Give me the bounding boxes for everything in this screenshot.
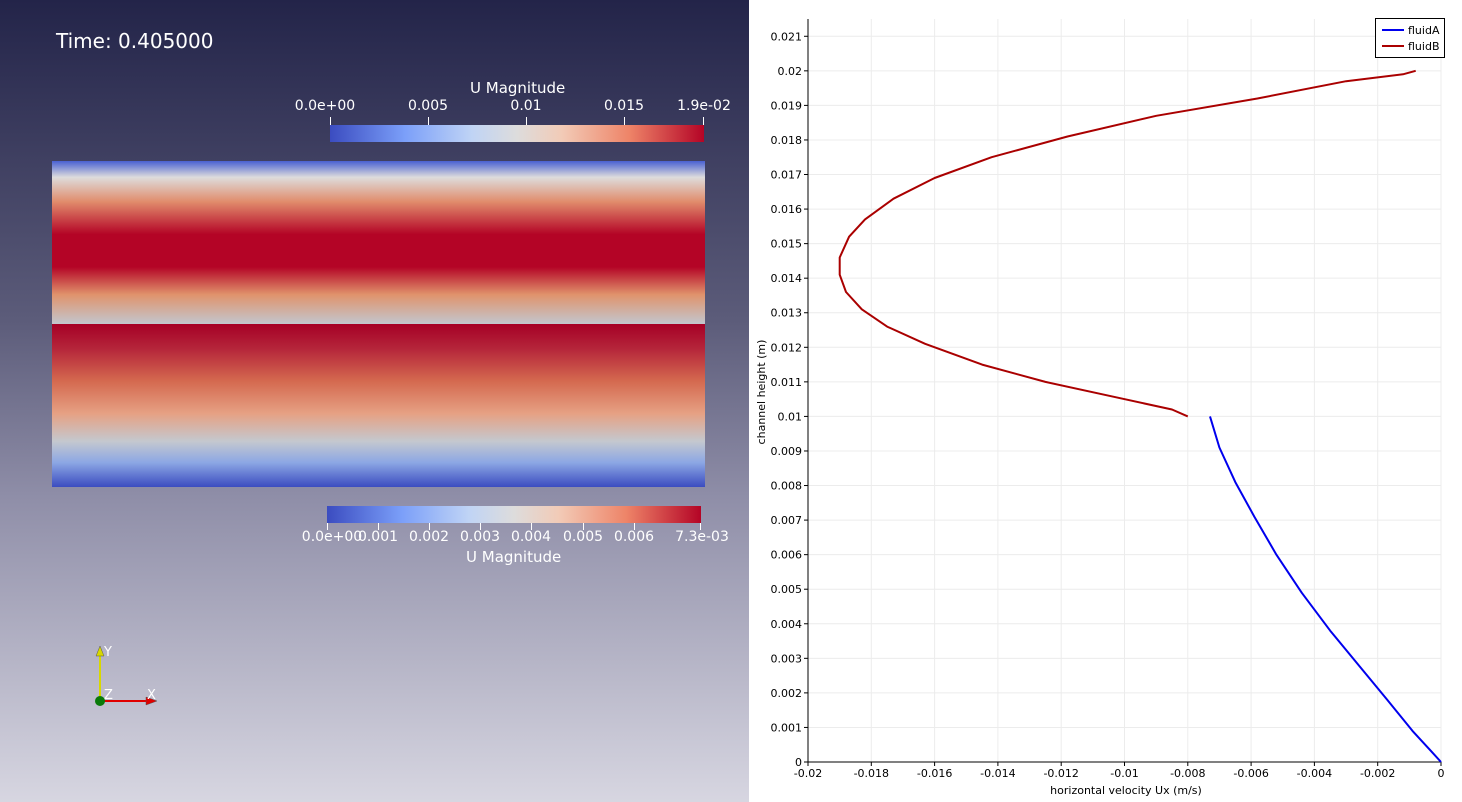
y-tick-label: 0.015 (771, 238, 803, 251)
y-tick-label: 0.004 (771, 618, 803, 631)
axis-z-label: Z (104, 688, 113, 703)
bottom-colorbar-tick: 0.004 (510, 529, 552, 545)
y-tick-label: 0.003 (771, 652, 803, 665)
legend-item-fluidA: fluidA (1382, 23, 1439, 37)
x-tick-label: -0.012 (1043, 767, 1078, 780)
top-colorbar (330, 125, 704, 142)
bottom-colorbar-tick: 0.003 (459, 529, 501, 545)
y-tick-label: 0.013 (771, 307, 803, 320)
y-tick-label: 0.016 (771, 203, 803, 216)
x-tick-label: -0.016 (917, 767, 952, 780)
velocity-field-render[interactable] (52, 161, 705, 487)
x-tick-label: -0.002 (1360, 767, 1395, 780)
legend-item-fluidB: fluidB (1382, 39, 1440, 53)
y-tick-label: 0.009 (771, 445, 803, 458)
x-tick-label: -0.02 (794, 767, 822, 780)
bottom-colorbar-tick: 7.3e-03 (675, 529, 729, 545)
y-tick-label: 0.012 (771, 341, 803, 354)
y-tick-label: 0.008 (771, 480, 803, 493)
bottom-colorbar-title: U Magnitude (466, 548, 562, 566)
top-colorbar-tick: 0.0e+00 (294, 98, 356, 114)
y-tick-label: 0.006 (771, 549, 803, 562)
orientation-axes-icon: Y Z X (95, 645, 158, 706)
x-tick-label: -0.008 (1170, 767, 1205, 780)
y-tick-label: 0.014 (771, 272, 803, 285)
y-axis-label: channel height (m) (755, 340, 768, 445)
x-tick-label: 0 (1438, 767, 1445, 780)
bottom-colorbar (327, 506, 701, 523)
top-colorbar-tick: 0.01 (510, 98, 542, 114)
render-viewport[interactable]: Time: 0.405000 U Magnitude 0.0e+00 0.005… (0, 0, 749, 802)
y-tick-label: 0.021 (771, 30, 803, 43)
y-tick-label: 0.019 (771, 99, 803, 112)
series-line-fluidB (838, 69, 1416, 418)
top-colorbar-title: U Magnitude (470, 79, 566, 97)
bottom-colorbar-tick: 0.002 (408, 529, 450, 545)
bottom-colorbar-tick: 0.0e+00 (301, 529, 363, 545)
y-tick-label: 0.01 (778, 410, 803, 423)
bottom-colorbar-tick: 0.001 (357, 529, 399, 545)
x-tick-label: -0.006 (1233, 767, 1268, 780)
x-axis-label: horizontal velocity Ux (m/s) (1050, 784, 1202, 797)
y-tick-label: 0.018 (771, 134, 803, 147)
axis-y-label: Y (103, 645, 112, 660)
x-tick-label: -0.014 (980, 767, 1015, 780)
line-chart: 0 0.001 0.002 0.003 0.004 0.005 0.006 0.007 0.00… (755, 19, 1445, 797)
fluidB-region (52, 161, 705, 324)
bottom-colorbar-tick: 0.005 (562, 529, 604, 545)
top-colorbar-tick: 1.9e-02 (677, 98, 731, 114)
axis-x-label: X (147, 688, 156, 703)
y-tick-label: 0.017 (771, 169, 803, 182)
y-tick-label: 0.005 (771, 583, 803, 596)
line-chart-panel[interactable]: 0 0.001 0.002 0.003 0.004 0.005 0.006 0.007 0.00… (749, 0, 1462, 802)
y-tick-label: 0.001 (771, 721, 803, 734)
x-tick-label: -0.018 (854, 767, 889, 780)
bottom-colorbar-tick: 0.006 (613, 529, 655, 545)
y-tick-label: 0.011 (771, 376, 803, 389)
x-tick-label: -0.01 (1110, 767, 1138, 780)
chart-legend: fluidA fluidB (1375, 18, 1445, 58)
y-tick-label: 0.002 (771, 687, 803, 700)
y-tick-label: 0 (795, 756, 802, 769)
fluidA-region (52, 324, 705, 487)
y-tick-label: 0.02 (778, 65, 803, 78)
top-colorbar-tick: 0.015 (603, 98, 645, 114)
x-tick-label: -0.004 (1297, 767, 1332, 780)
series-line-fluidA (1209, 416, 1442, 763)
time-annotation: Time: 0.405000 (56, 29, 214, 53)
y-tick-label: 0.007 (771, 514, 803, 527)
top-colorbar-tick: 0.005 (407, 98, 449, 114)
